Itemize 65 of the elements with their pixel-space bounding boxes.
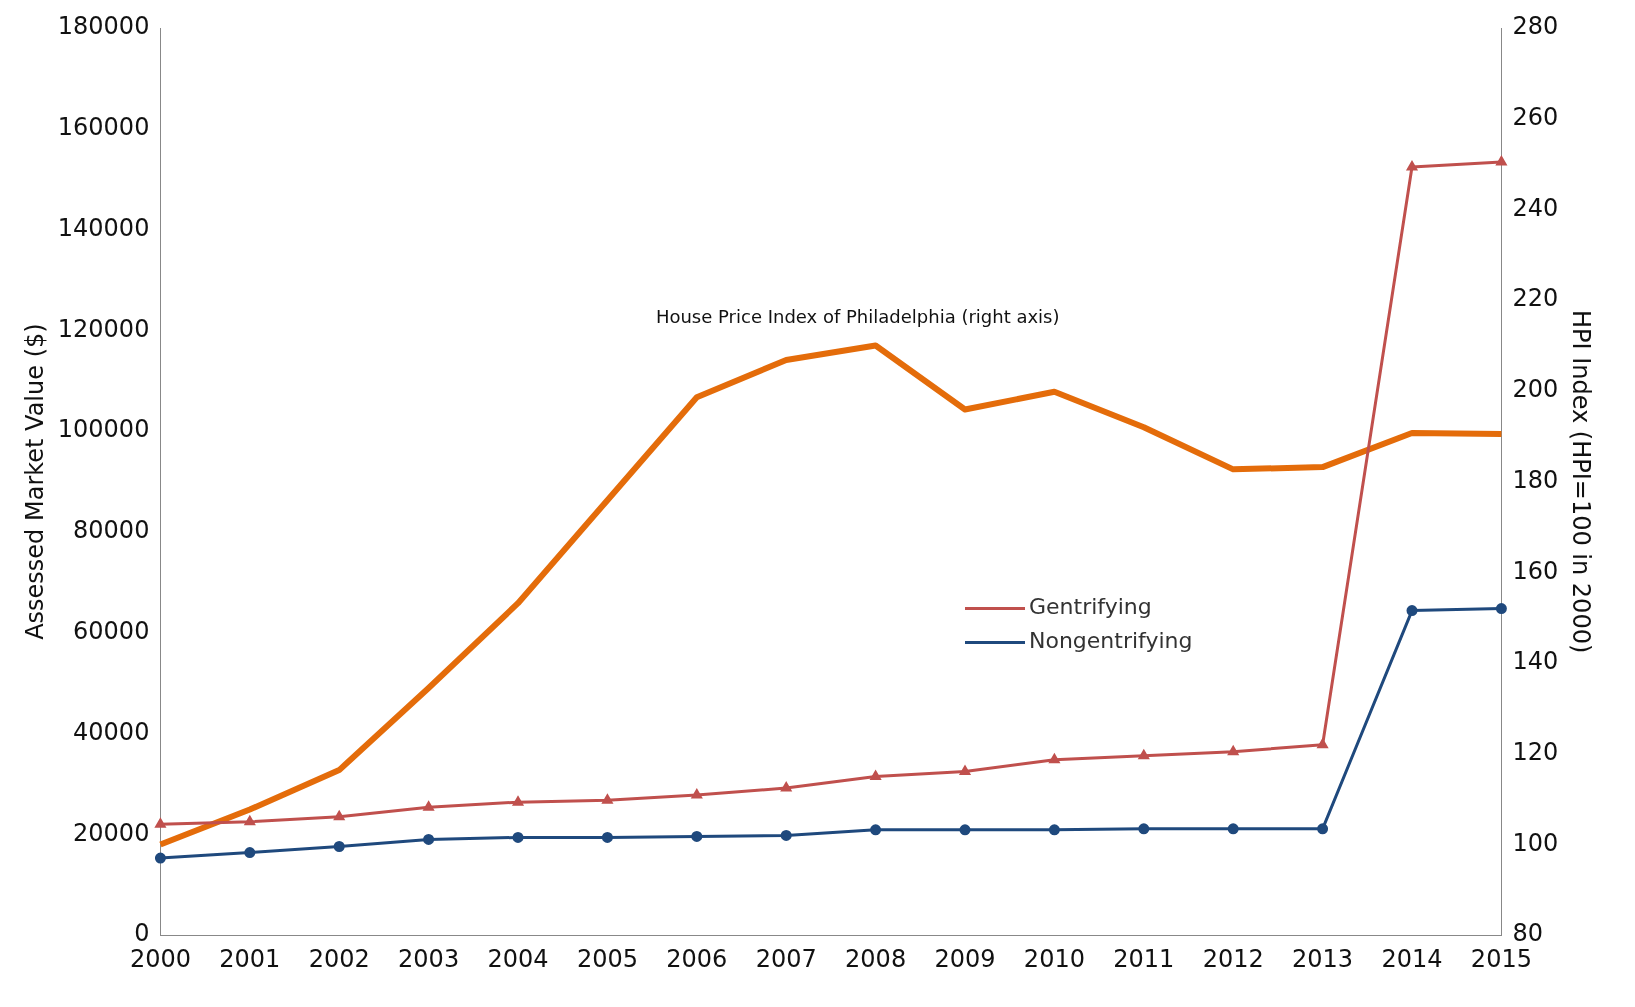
point bbox=[781, 782, 792, 792]
point bbox=[601, 831, 613, 843]
y-tick-label: 120000 bbox=[57, 314, 150, 343]
y2-tick-label: 200 bbox=[1512, 375, 1559, 404]
point bbox=[691, 789, 702, 799]
point bbox=[155, 818, 166, 828]
y-tick-label: 100000 bbox=[57, 415, 150, 444]
point bbox=[1407, 161, 1417, 171]
x-tick-label: 2012 bbox=[1202, 944, 1264, 973]
y-tick-label: 60000 bbox=[73, 617, 150, 646]
x-tick-label: 2007 bbox=[755, 944, 817, 973]
y2-tick-label: 140 bbox=[1512, 647, 1559, 676]
x-tick-label: 2014 bbox=[1381, 944, 1443, 973]
y-axis-title: Assessed Market Value ($) bbox=[20, 323, 49, 640]
point bbox=[333, 841, 345, 852]
point bbox=[244, 847, 256, 859]
point bbox=[423, 833, 435, 845]
point bbox=[870, 770, 881, 780]
point bbox=[1317, 823, 1329, 835]
point bbox=[1406, 605, 1418, 617]
point bbox=[513, 796, 523, 806]
y-tick-label: 160000 bbox=[57, 113, 150, 142]
y2-tick-label: 160 bbox=[1512, 556, 1559, 585]
x-tick-label: 2011 bbox=[1113, 944, 1175, 973]
y2-tick-label: 180 bbox=[1512, 465, 1559, 494]
y-tick-label: 140000 bbox=[57, 213, 150, 242]
y-tick-label: 180000 bbox=[57, 12, 150, 41]
point bbox=[1496, 156, 1507, 166]
point bbox=[780, 829, 792, 841]
y2-tick-label: 100 bbox=[1512, 828, 1559, 857]
y2-tick-label: 280 bbox=[1512, 12, 1559, 41]
point bbox=[959, 824, 971, 836]
y2-tick-label: 120 bbox=[1512, 737, 1559, 766]
point bbox=[1227, 823, 1239, 835]
y2-tick-label: 220 bbox=[1512, 284, 1559, 313]
y-tick-label: 20000 bbox=[73, 818, 150, 847]
y2-tick-label: 240 bbox=[1512, 193, 1559, 222]
x-tick-label: 2003 bbox=[398, 944, 460, 973]
x-tick-label: 2009 bbox=[934, 944, 996, 973]
point bbox=[512, 831, 524, 843]
point bbox=[154, 852, 166, 864]
point bbox=[1317, 739, 1328, 749]
x-tick-label: 2001 bbox=[219, 944, 281, 973]
x-tick-label: 2006 bbox=[666, 944, 728, 973]
x-tick-label: 2010 bbox=[1023, 944, 1085, 973]
point bbox=[870, 824, 882, 836]
point bbox=[602, 794, 613, 804]
point bbox=[1495, 603, 1507, 615]
x-tick-label: 2002 bbox=[308, 944, 370, 973]
point bbox=[1048, 824, 1060, 836]
point bbox=[960, 765, 970, 775]
y2-axis-title: HPI Index (HPI=100 in 2000) bbox=[1567, 309, 1596, 654]
y2-tick-label: 260 bbox=[1512, 102, 1559, 131]
x-tick-label: 2008 bbox=[845, 944, 907, 973]
x-tick-label: 2004 bbox=[487, 944, 549, 973]
legend-label: Gentrifying bbox=[1029, 594, 1152, 620]
annotation: House Price Index of Philadelphia (right axis) bbox=[655, 306, 1060, 328]
legend-label: Nongentrifying bbox=[1029, 628, 1193, 654]
point bbox=[423, 801, 434, 811]
point bbox=[691, 830, 703, 842]
y-tick-label: 40000 bbox=[73, 717, 150, 746]
y-tick-label: 80000 bbox=[73, 516, 150, 545]
x-tick-label: 2005 bbox=[576, 944, 638, 973]
x-tick-label: 2013 bbox=[1292, 944, 1354, 973]
point bbox=[1138, 823, 1150, 835]
